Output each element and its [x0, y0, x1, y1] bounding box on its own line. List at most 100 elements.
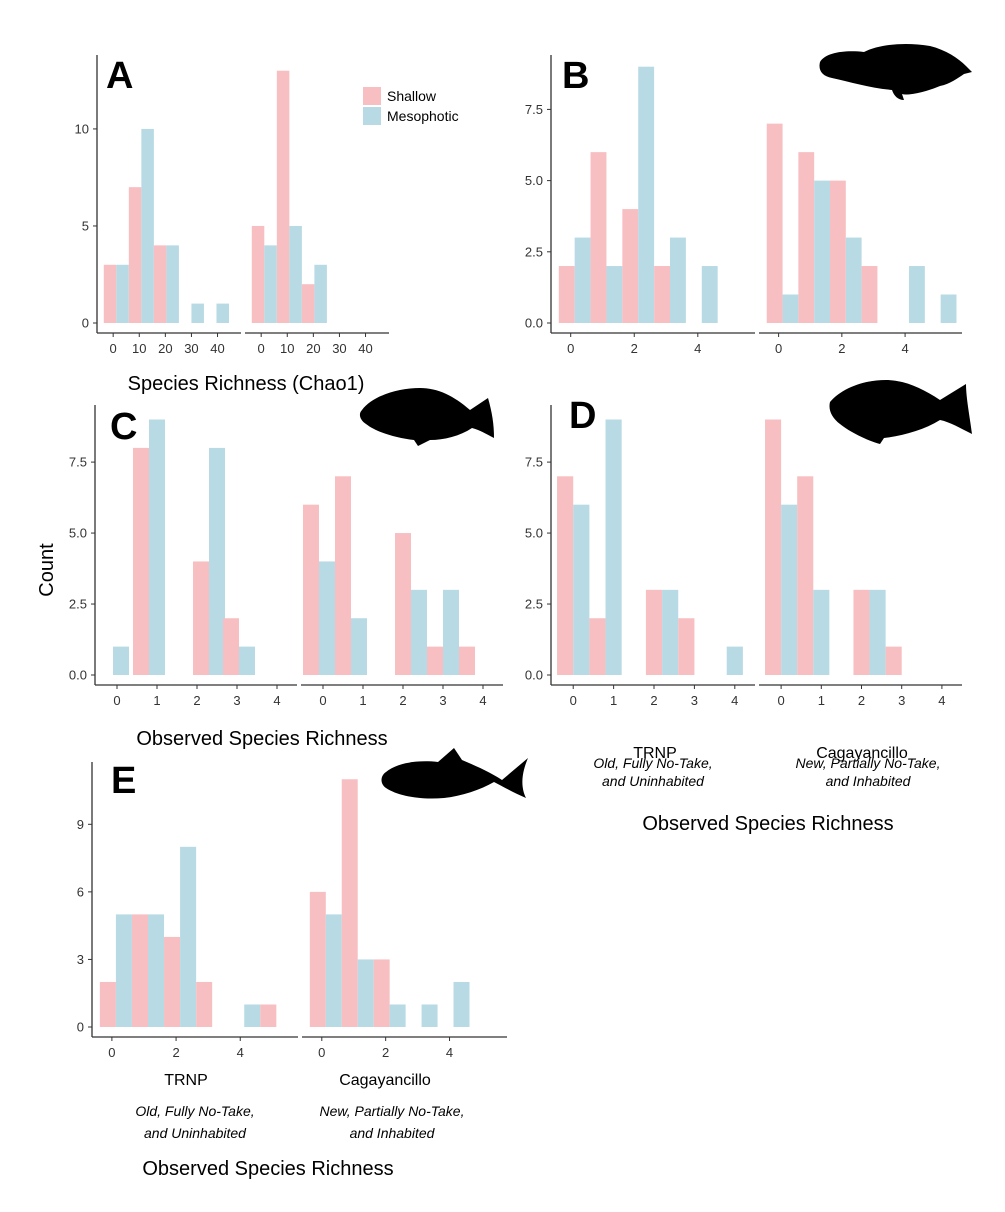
x-tick-label-d: 3: [691, 693, 698, 708]
x-tick-label-e: 4: [237, 1045, 244, 1060]
y-tick-label-d: 2.5: [525, 597, 543, 612]
x-tick-label-b: 4: [901, 341, 908, 356]
y-tick-label-d: 0.0: [525, 668, 543, 683]
bar-c-facet2-shallow: [335, 476, 351, 675]
facet-label-trnp-d: TRNP: [633, 745, 677, 762]
caption-trnp-d-line2: and Uninhabited: [602, 773, 705, 789]
bar-b-facet1-shallow: [558, 266, 575, 323]
x-tick-label-c: 2: [193, 693, 200, 708]
bar-e-facet1-shallow: [131, 914, 148, 1027]
bar-a-facet2-shallow: [301, 284, 315, 323]
bar-c-facet2-mesophotic: [351, 618, 367, 675]
legend-swatch-shallow: [363, 87, 381, 105]
bar-b-facet2-shallow: [861, 266, 878, 323]
bar-e-facet2-shallow: [341, 779, 358, 1027]
bar-a-facet1-shallow: [103, 264, 117, 323]
x-tick-label-d: 3: [898, 693, 905, 708]
bar-d-facet2-shallow: [853, 589, 870, 675]
x-tick-label-e: 2: [382, 1045, 389, 1060]
bar-c-facet2-shallow: [427, 646, 443, 675]
caption-cag-d-line2: and Inhabited: [826, 773, 912, 789]
legend-label-mesophotic: Mesophotic: [387, 108, 459, 124]
facet-label-trnp-e: TRNP: [164, 1072, 208, 1089]
x-tick-label-a: 40: [210, 341, 224, 356]
bar-a-facet1-mesophotic: [216, 303, 229, 323]
bar-a-facet2-mesophotic: [314, 264, 327, 323]
y-tick-label-e: 9: [77, 817, 84, 832]
bar-c-facet1-mesophotic: [239, 646, 255, 675]
bar-a-facet2-mesophotic: [289, 225, 302, 323]
x-tick-label-a: 40: [358, 341, 372, 356]
x-tick-label-c: 0: [113, 693, 120, 708]
x-tick-label-a: 30: [184, 341, 198, 356]
x-axis-title-a: Species Richness (Chao1): [128, 373, 365, 395]
bar-d-facet1-mesophotic: [662, 589, 679, 675]
bar-a-facet1-shallow: [153, 245, 167, 323]
bar-c-facet2-shallow: [459, 646, 475, 675]
bar-d-facet2-mesophotic: [813, 589, 830, 675]
bar-b-facet2-mesophotic: [782, 294, 799, 323]
panel-letter-b: B: [562, 55, 589, 97]
x-tick-label-c: 4: [479, 693, 486, 708]
bar-b-facet1-mesophotic: [606, 266, 623, 323]
x-tick-label-b: 2: [631, 341, 638, 356]
x-tick-label-e: 0: [108, 1045, 115, 1060]
x-tick-label-c: 0: [319, 693, 326, 708]
panel-letter-a: A: [106, 55, 133, 97]
caption-cag-e-line1: New, Partially No-Take,: [320, 1103, 465, 1119]
x-tick-label-a: 10: [132, 341, 146, 356]
bar-e-facet2-mesophotic: [421, 1004, 438, 1027]
bar-e-facet1-mesophotic: [115, 914, 132, 1027]
bar-b-facet2-mesophotic: [814, 180, 830, 323]
x-tick-label-a: 20: [158, 341, 172, 356]
bar-b-facet1-mesophotic: [638, 66, 655, 323]
x-tick-label-d: 4: [731, 693, 738, 708]
bar-a-facet1-mesophotic: [166, 245, 179, 323]
panel-letter-d: D: [569, 395, 596, 437]
x-tick-label-a: 0: [110, 341, 117, 356]
bar-b-facet2-mesophotic: [909, 266, 925, 323]
trevally-silhouette-icon: [381, 748, 528, 799]
bar-c-facet1-mesophotic: [149, 419, 165, 675]
bar-d-facet2-shallow: [885, 646, 902, 675]
bar-a-facet1-mesophotic: [116, 264, 129, 323]
x-axis-title-e: Observed Species Richness: [142, 1158, 393, 1180]
bar-e-facet2-mesophotic: [325, 914, 342, 1027]
legend-swatch-mesophotic: [363, 107, 381, 125]
bar-e-facet2-mesophotic: [389, 1004, 406, 1027]
bar-e-facet1-shallow: [164, 936, 181, 1027]
bar-c-facet1-shallow: [193, 561, 209, 675]
facet-label-cagayancillo-e: Cagayancillo: [339, 1072, 431, 1089]
bar-d-facet1-shallow: [557, 476, 574, 675]
bar-c-facet2-shallow: [395, 533, 411, 675]
y-tick-label-e: 3: [77, 952, 84, 967]
bar-a-facet2-shallow: [251, 225, 265, 323]
y-tick-label-a: 10: [75, 121, 89, 136]
y-tick-label-e: 6: [77, 884, 84, 899]
bar-b-facet2-mesophotic: [940, 294, 957, 323]
x-tick-label-c: 3: [233, 693, 240, 708]
bar-b-facet2-mesophotic: [845, 237, 862, 323]
bar-c-facet2-mesophotic: [319, 561, 335, 675]
bar-a-facet1-shallow: [128, 187, 142, 323]
y-tick-label-a: 0: [82, 316, 89, 331]
bar-e-facet2-shallow: [373, 959, 390, 1027]
bar-a-facet1-mesophotic: [191, 303, 204, 323]
bar-b-facet1-mesophotic: [670, 237, 686, 323]
panel-letter-e: E: [111, 760, 136, 802]
grouper-silhouette-icon: [819, 44, 972, 100]
emperor-silhouette-icon: [829, 380, 972, 444]
bar-c-facet1-shallow: [133, 447, 149, 675]
bar-e-facet1-mesophotic: [147, 914, 165, 1027]
bar-e-facet2-shallow: [309, 891, 326, 1027]
caption-trnp-e-line2: and Uninhabited: [144, 1125, 247, 1141]
bar-c-facet2-shallow: [303, 504, 319, 675]
caption-trnp-e-line1: Old, Fully No-Take,: [135, 1103, 254, 1119]
bar-c-facet1-mesophotic: [113, 646, 129, 675]
bar-a-facet2-shallow: [276, 70, 290, 323]
bar-d-facet1-mesophotic: [605, 419, 622, 675]
y-tick-label-c: 0.0: [69, 668, 87, 683]
x-tick-label-d: 4: [938, 693, 945, 708]
y-tick-label-b: 0.0: [525, 316, 543, 331]
